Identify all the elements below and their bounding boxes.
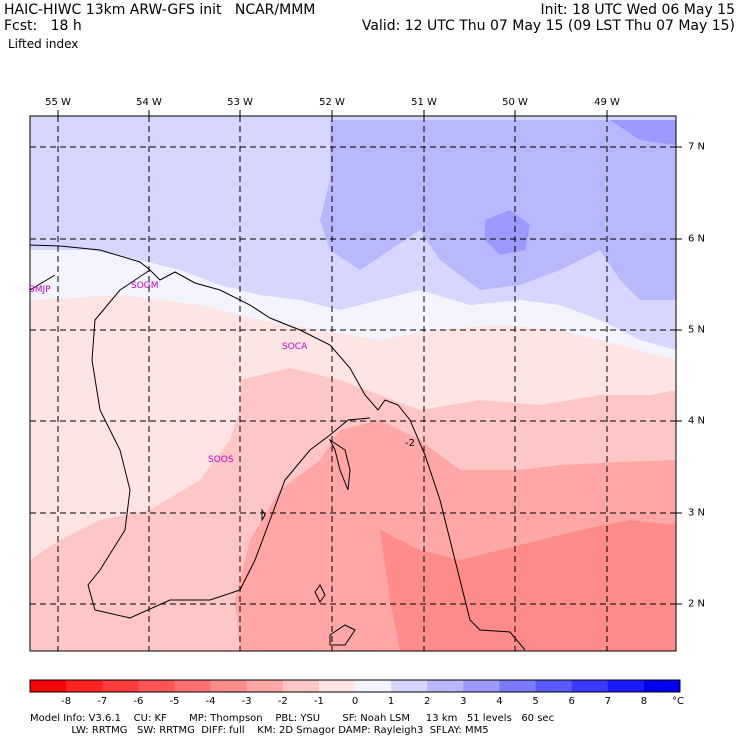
lat-label-5n: 5 N <box>688 324 706 336</box>
colorbar-unit: °C <box>672 696 684 707</box>
field-name: Lifted index <box>8 37 79 51</box>
colorbar-swatch <box>391 680 428 692</box>
colorbar-tick-label: 3 <box>460 696 467 707</box>
lon-label-55w: 55 W <box>45 97 71 108</box>
colorbar-tick-label: 1 <box>387 696 395 707</box>
colorbar-swatch <box>210 680 248 692</box>
lat-label-6n: 6 N <box>688 233 706 245</box>
colorbar-swatch <box>571 680 609 692</box>
lon-label-52w: 52 W <box>319 97 345 108</box>
colorbar-swatch <box>535 680 573 692</box>
lon-label-54w: 54 W <box>136 97 162 108</box>
lat-label-7n: 7 N <box>688 141 706 153</box>
lon-label-50w: 50 W <box>502 97 528 108</box>
colorbar-swatch <box>102 680 139 692</box>
axis-ticks <box>57 110 682 605</box>
colorbar-tick-label: 4 <box>496 696 503 707</box>
lat-label-4n: 4 N <box>688 415 706 427</box>
colorbar-swatch <box>355 680 392 692</box>
station-soca: SOCA <box>282 342 308 352</box>
colorbar-swatch <box>138 680 175 692</box>
colorbar <box>29 679 681 693</box>
model-info-line2: LW: RRTMG SW: RRTMG DIFF: full KM: 2D Sm… <box>30 725 489 736</box>
colorbar-frame <box>29 679 681 693</box>
colorbar-swatch <box>427 680 464 692</box>
lat-label-2n: 2 N <box>688 598 706 610</box>
colorbar-swatch <box>463 680 500 692</box>
station-sogm: SOGM <box>131 281 159 291</box>
colorbar-tick-label: 7 <box>604 696 611 707</box>
model-info-line1: Model Info: V3.6.1 CU: KF MP: Thompson P… <box>30 713 555 724</box>
colorbar-tick-label: 0 <box>351 696 359 707</box>
colorbar-tick-label: -5 <box>169 696 180 707</box>
colorbar-swatch <box>66 680 103 692</box>
colorbar-swatch <box>30 680 67 692</box>
forecast-hour: Fcst: 18 h <box>4 18 82 34</box>
colorbar-swatch <box>643 680 681 692</box>
station-smjp: SMJP <box>29 285 51 295</box>
lat-lon-grid <box>30 116 676 651</box>
colorbar-tick-label: 5 <box>532 696 539 707</box>
station-soos: SOOS <box>208 455 234 465</box>
colorbar-tick-label: 2 <box>424 696 431 707</box>
colorbar-swatch <box>174 680 212 692</box>
coastline <box>30 244 526 651</box>
map-frame <box>29 115 677 652</box>
colorbar-swatch <box>246 680 284 692</box>
colorbar-tick-label: -3 <box>241 696 252 707</box>
colorbar-tick-label: 8 <box>640 696 648 707</box>
lon-label-49w: 49 W <box>594 97 620 108</box>
colorbar-tick-label: -1 <box>313 696 324 707</box>
valid-time: Valid: 12 UTC Thu 07 May 15 (09 LST Thu … <box>361 18 735 34</box>
lon-label-51w: 51 W <box>411 97 437 108</box>
header-title: HAIC-HIWC 13km ARW-GFS init NCAR/MMM <box>4 2 316 18</box>
colorbar-tick-label: 6 <box>568 696 575 707</box>
colorbar-swatch <box>318 680 356 692</box>
colorbar-tick-label: -6 <box>133 696 144 707</box>
contour-label: -2 <box>405 438 415 449</box>
colorbar-tick-label: -2 <box>277 696 288 707</box>
colorbar-tick-label: -8 <box>61 696 72 707</box>
colorbar-swatch <box>607 680 645 692</box>
colorbar-tick-label: -4 <box>205 696 216 707</box>
init-time: Init: 18 UTC Wed 06 May 15 <box>540 2 735 18</box>
lifted-index-field <box>30 116 676 651</box>
colorbar-tick-label: -7 <box>97 696 108 707</box>
lon-label-53w: 53 W <box>227 97 253 108</box>
lat-label-3n: 3 N <box>688 507 706 519</box>
colorbar-swatch <box>282 680 320 692</box>
colorbar-swatch <box>499 680 537 692</box>
